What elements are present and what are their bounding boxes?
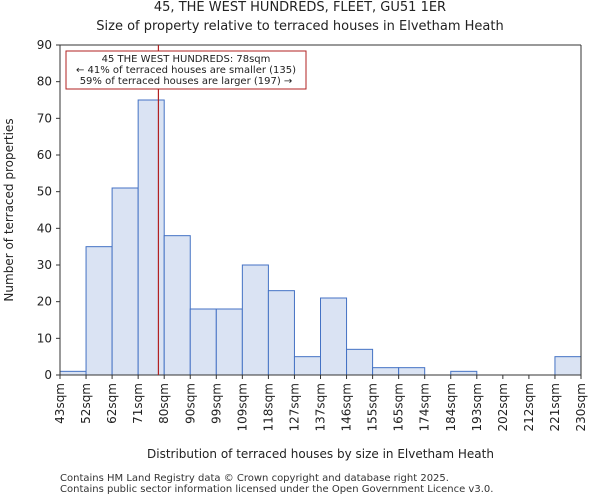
annotation-title: 45 THE WEST HUNDREDS: 78sqm — [102, 54, 271, 65]
y-tick-label: 90 — [37, 38, 52, 52]
x-tick-label: 43sqm — [53, 383, 67, 424]
histogram-bar — [85, 246, 113, 376]
y-tick-label: 80 — [37, 75, 52, 89]
x-tick-label: 230sqm — [574, 383, 588, 431]
histogram-bar — [267, 290, 295, 376]
histogram-chart: 0 10 20 30 40 50 60 70 80 90 43sqm 52sqm 62sqm 71sqm 8… — [2, 38, 588, 461]
histogram-bar — [293, 356, 322, 376]
x-tick-label: 174sqm — [418, 383, 432, 431]
histogram-bar — [215, 308, 243, 376]
x-tick-label: 127sqm — [287, 383, 301, 431]
histogram-bar — [189, 308, 217, 376]
y-tick-label: 60 — [37, 148, 52, 162]
x-tick-label: 118sqm — [261, 383, 275, 431]
annotation-box — [65, 50, 307, 90]
x-tick-label: 221sqm — [548, 383, 562, 431]
footer-copyright: Contains HM Land Registry data © Crown c… — [60, 473, 449, 484]
x-tick-label: 202sqm — [496, 383, 510, 431]
x-tick-label: 193sqm — [470, 383, 484, 431]
histogram-bar — [320, 297, 348, 376]
y-tick-label: 20 — [37, 295, 52, 309]
x-axis-label: Distribution of terraced houses by size … — [147, 447, 494, 461]
histogram-bar — [398, 367, 426, 376]
chart-subtitle: Size of property relative to terraced ho… — [96, 19, 504, 34]
x-tick-label: 90sqm — [183, 383, 197, 424]
histogram-bar — [111, 187, 139, 376]
annotation-smaller: ← 41% of terraced houses are smaller (13… — [76, 65, 296, 76]
x-tick-label: 184sqm — [444, 383, 458, 431]
x-tick-label: 155sqm — [366, 383, 380, 431]
footer-licence: Contains public sector information licen… — [60, 484, 494, 495]
y-tick-label: 10 — [37, 331, 52, 345]
histogram-bar — [554, 356, 582, 376]
y-tick-label: 70 — [37, 111, 52, 125]
x-tick-label: 71sqm — [131, 383, 145, 424]
x-tick-label: 212sqm — [522, 383, 536, 431]
annotation-larger: 59% of terraced houses are larger (197) … — [80, 76, 293, 87]
histogram-bar — [346, 348, 374, 376]
x-tick-label: 137sqm — [314, 383, 328, 431]
x-tick-label: 109sqm — [235, 383, 249, 431]
histogram-bar — [59, 370, 87, 376]
y-tick-label: 40 — [37, 221, 52, 235]
y-tick-label: 50 — [37, 185, 52, 199]
x-tick-label: 146sqm — [340, 383, 354, 431]
histogram-bar — [372, 367, 400, 376]
y-tick-label: 0 — [44, 368, 52, 382]
chart-title: 45, THE WEST HUNDREDS, FLEET, GU51 1ER — [153, 0, 447, 15]
x-tick-label: 99sqm — [209, 383, 223, 424]
y-axis-label: Number of terraced properties — [2, 118, 16, 301]
x-tick-label: 165sqm — [392, 383, 406, 431]
histogram-bar — [163, 235, 191, 376]
x-tick-label: 52sqm — [79, 383, 93, 424]
x-tick-label: 62sqm — [105, 383, 119, 424]
y-tick-label: 30 — [37, 258, 52, 272]
histogram-bar — [450, 370, 478, 376]
x-tick-label: 80sqm — [157, 383, 171, 424]
histogram-bar — [137, 99, 165, 376]
histogram-bar — [241, 264, 269, 376]
